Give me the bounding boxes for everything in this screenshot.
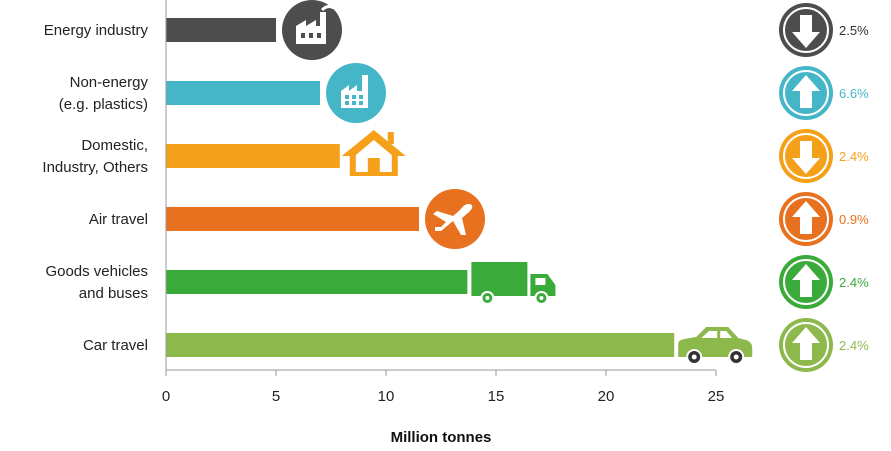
change-up-arrow-icon — [779, 318, 833, 372]
bar — [166, 18, 276, 42]
change-up-arrow-icon — [779, 192, 833, 246]
change-badges: 2.5% 6.6% 2.4% 0.9% 2.4% 2.4% — [779, 3, 869, 372]
category-labels: Energy industry Non-energy (e.g. plastics)… — [42, 22, 148, 354]
bar — [166, 333, 675, 357]
change-value: 2.4% — [839, 275, 869, 290]
x-tick-label: 10 — [378, 388, 395, 405]
bar — [166, 144, 340, 168]
change-down-arrow-icon — [779, 129, 833, 183]
x-tick-label: 0 — [162, 388, 170, 405]
bar — [166, 207, 419, 231]
category-label-line: Non-energy — [70, 74, 149, 91]
category-label: Goods vehicles and buses — [45, 263, 148, 302]
category-label-line: Car travel — [83, 337, 148, 354]
change-value: 2.5% — [839, 23, 869, 38]
category-label: Energy industry — [44, 22, 149, 39]
category-label: Car travel — [83, 337, 148, 354]
change-value: 2.4% — [839, 338, 869, 353]
change-up-arrow-icon — [779, 255, 833, 309]
x-tick-label: 20 — [598, 388, 615, 405]
x-tick-label: 5 — [272, 388, 280, 405]
bar — [166, 81, 320, 105]
bars — [166, 18, 675, 357]
bar — [166, 270, 468, 294]
category-label-line: (e.g. plastics) — [59, 96, 148, 113]
x-tick-label: 25 — [708, 388, 725, 405]
airplane-icon — [425, 189, 485, 249]
category-label-line: Goods vehicles — [45, 263, 148, 280]
x-axis-title: Million tonnes — [391, 429, 492, 446]
change-value: 6.6% — [839, 86, 869, 101]
x-tick-label: 15 — [488, 388, 505, 405]
change-value: 0.9% — [839, 212, 869, 227]
category-label-line: Energy industry — [44, 22, 149, 39]
category-label-line: Industry, Others — [42, 159, 148, 176]
x-axis: 0 5 10 15 20 25 — [162, 0, 725, 405]
category-label-line: Air travel — [89, 211, 148, 228]
category-label: Non-energy (e.g. plastics) — [59, 74, 149, 113]
change-up-arrow-icon — [779, 66, 833, 120]
category-label-line: and buses — [79, 285, 148, 302]
category-label-line: Domestic, — [81, 137, 148, 154]
category-label: Domestic, Industry, Others — [42, 137, 148, 176]
factory-icon — [282, 0, 342, 60]
house-icon — [341, 130, 406, 176]
change-down-arrow-icon — [779, 3, 833, 57]
car-icon — [678, 327, 753, 365]
change-value: 2.4% — [839, 149, 869, 164]
category-label: Air travel — [89, 211, 148, 228]
truck-icon — [471, 262, 556, 305]
building-icon — [326, 63, 386, 123]
category-icons — [282, 0, 753, 365]
